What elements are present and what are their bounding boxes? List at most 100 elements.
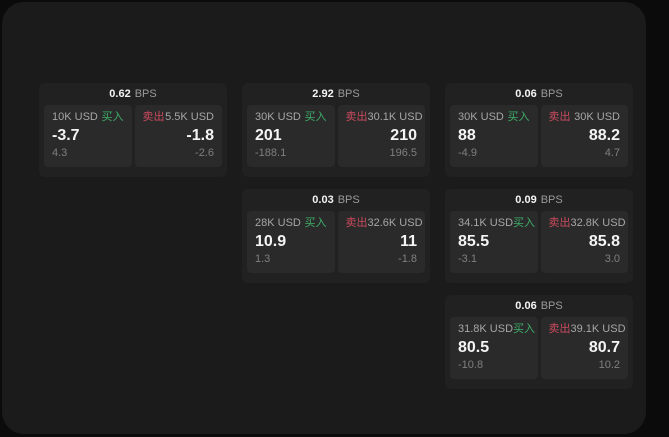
bps-unit-label: BPS — [337, 194, 360, 206]
sell-price: 11 — [400, 232, 417, 250]
bps-value: 0.62 — [109, 88, 131, 100]
sell-tile-header: 卖出 32.6K USD — [345, 217, 423, 230]
buy-amount: 10K USD — [52, 111, 98, 123]
buy-delta: -4.9 — [458, 147, 477, 159]
sell-amount: 32.8K USD — [570, 217, 626, 229]
buy-tile-header: 30K USD 买入 — [255, 111, 327, 124]
buy-delta: 4.3 — [52, 147, 68, 159]
card-body: 10K USD 买入 -3.7 4.3 卖出 5.5K USD -1.8 -2.… — [39, 105, 227, 172]
card-header: 0.06 BPS — [445, 295, 633, 317]
buy-price: 201 — [255, 126, 282, 144]
bps-unit-label: BPS — [337, 88, 360, 100]
sell-delta: 10.2 — [598, 359, 620, 371]
sell-price: -1.8 — [186, 126, 214, 144]
sell-tile-header: 卖出 39.1K USD — [548, 323, 626, 336]
sell-price: 85.8 — [588, 232, 620, 250]
card-body: 28K USD 买入 10.9 1.3 卖出 32.6K USD 11 -1.8 — [242, 211, 430, 278]
bps-value: 0.09 — [515, 194, 537, 206]
buy-amount: 31.8K USD — [458, 323, 514, 335]
buy-tile[interactable]: 10K USD 买入 -3.7 4.3 — [44, 105, 132, 167]
sell-tile[interactable]: 卖出 39.1K USD 80.7 10.2 — [540, 317, 628, 379]
card-body: 34.1K USD 买入 85.5 -3.1 卖出 32.8K USD 85.8… — [445, 211, 633, 278]
quote-card: 0.09 BPS 34.1K USD 买入 85.5 -3.1 卖出 32.8K… — [445, 189, 633, 283]
sell-side-label: 卖出 — [548, 111, 571, 123]
card-header: 0.09 BPS — [445, 189, 633, 211]
sell-tile-header: 卖出 5.5K USD — [143, 111, 215, 124]
bps-value: 2.92 — [312, 88, 334, 100]
buy-side-label: 买入 — [507, 111, 530, 123]
bps-unit-label: BPS — [134, 88, 157, 100]
sell-delta: 196.5 — [389, 147, 417, 159]
bps-value: 0.03 — [312, 194, 334, 206]
buy-delta: -3.1 — [458, 253, 477, 265]
sell-amount: 32.6K USD — [367, 217, 423, 229]
sell-tile[interactable]: 卖出 32.6K USD 11 -1.8 — [337, 211, 425, 273]
sell-amount: 30K USD — [574, 111, 620, 123]
buy-tile[interactable]: 34.1K USD 买入 85.5 -3.1 — [450, 211, 538, 273]
sell-side-label: 卖出 — [548, 217, 571, 229]
buy-side-label: 买入 — [513, 217, 536, 229]
quote-card: 0.03 BPS 28K USD 买入 10.9 1.3 卖出 32.6K US… — [242, 189, 430, 283]
sell-tile[interactable]: 卖出 30.1K USD 210 196.5 — [337, 105, 425, 167]
sell-amount: 30.1K USD — [367, 111, 423, 123]
buy-tile-header: 31.8K USD 买入 — [458, 323, 535, 336]
buy-side-label: 买入 — [101, 111, 124, 123]
buy-tile-header: 28K USD 买入 — [255, 217, 327, 230]
card-header: 0.06 BPS — [445, 83, 633, 105]
buy-amount: 30K USD — [458, 111, 504, 123]
sell-tile-header: 卖出 32.8K USD — [548, 217, 626, 230]
sell-side-label: 卖出 — [142, 111, 165, 123]
buy-price: -3.7 — [52, 126, 80, 144]
buy-tile[interactable]: 30K USD 买入 88 -4.9 — [450, 105, 538, 167]
sell-tile-header: 卖出 30.1K USD — [345, 111, 423, 124]
card-header: 0.03 BPS — [242, 189, 430, 211]
bps-unit-label: BPS — [540, 300, 563, 312]
sell-amount: 5.5K USD — [165, 111, 214, 123]
buy-tile-header: 34.1K USD 买入 — [458, 217, 535, 230]
buy-price: 85.5 — [458, 232, 490, 250]
card-body: 30K USD 买入 88 -4.9 卖出 30K USD 88.2 4.7 — [445, 105, 633, 172]
buy-delta: 1.3 — [255, 253, 271, 265]
buy-price: 80.5 — [458, 338, 490, 356]
sell-side-label: 卖出 — [548, 323, 571, 335]
buy-tile-header: 10K USD 买入 — [52, 111, 124, 124]
buy-amount: 28K USD — [255, 217, 301, 229]
buy-tile-header: 30K USD 买入 — [458, 111, 530, 124]
bps-value: 0.06 — [515, 300, 537, 312]
quotes-board: 0.62 BPS 10K USD 买入 -3.7 4.3 卖出 5.5K USD — [2, 2, 646, 434]
buy-price: 88 — [458, 126, 476, 144]
buy-tile[interactable]: 28K USD 买入 10.9 1.3 — [247, 211, 335, 273]
sell-tile[interactable]: 卖出 5.5K USD -1.8 -2.6 — [134, 105, 222, 167]
bps-value: 0.06 — [515, 88, 537, 100]
buy-tile[interactable]: 30K USD 买入 201 -188.1 — [247, 105, 335, 167]
buy-price: 10.9 — [255, 232, 287, 250]
card-header: 2.92 BPS — [242, 83, 430, 105]
card-body: 30K USD 买入 201 -188.1 卖出 30.1K USD 210 1… — [242, 105, 430, 172]
quote-card: 2.92 BPS 30K USD 买入 201 -188.1 卖出 30.1K … — [242, 83, 430, 177]
card-header: 0.62 BPS — [39, 83, 227, 105]
sell-price: 80.7 — [588, 338, 620, 356]
quote-card: 0.06 BPS 30K USD 买入 88 -4.9 卖出 30K USD — [445, 83, 633, 177]
sell-delta: 4.7 — [604, 147, 620, 159]
sell-side-label: 卖出 — [345, 111, 368, 123]
sell-tile[interactable]: 卖出 30K USD 88.2 4.7 — [540, 105, 628, 167]
buy-tile[interactable]: 31.8K USD 买入 80.5 -10.8 — [450, 317, 538, 379]
sell-delta: -2.6 — [195, 147, 214, 159]
card-body: 31.8K USD 买入 80.5 -10.8 卖出 39.1K USD 80.… — [445, 317, 633, 384]
bps-unit-label: BPS — [540, 88, 563, 100]
buy-side-label: 买入 — [304, 111, 327, 123]
sell-tile[interactable]: 卖出 32.8K USD 85.8 3.0 — [540, 211, 628, 273]
buy-delta: -10.8 — [458, 359, 484, 371]
buy-side-label: 买入 — [513, 323, 536, 335]
sell-side-label: 卖出 — [345, 217, 368, 229]
sell-delta: 3.0 — [604, 253, 620, 265]
buy-side-label: 买入 — [304, 217, 327, 229]
sell-tile-header: 卖出 30K USD — [549, 111, 621, 124]
sell-price: 88.2 — [588, 126, 620, 144]
buy-amount: 34.1K USD — [458, 217, 514, 229]
buy-delta: -188.1 — [255, 147, 287, 159]
bps-unit-label: BPS — [540, 194, 563, 206]
sell-amount: 39.1K USD — [570, 323, 626, 335]
sell-delta: -1.8 — [398, 253, 417, 265]
